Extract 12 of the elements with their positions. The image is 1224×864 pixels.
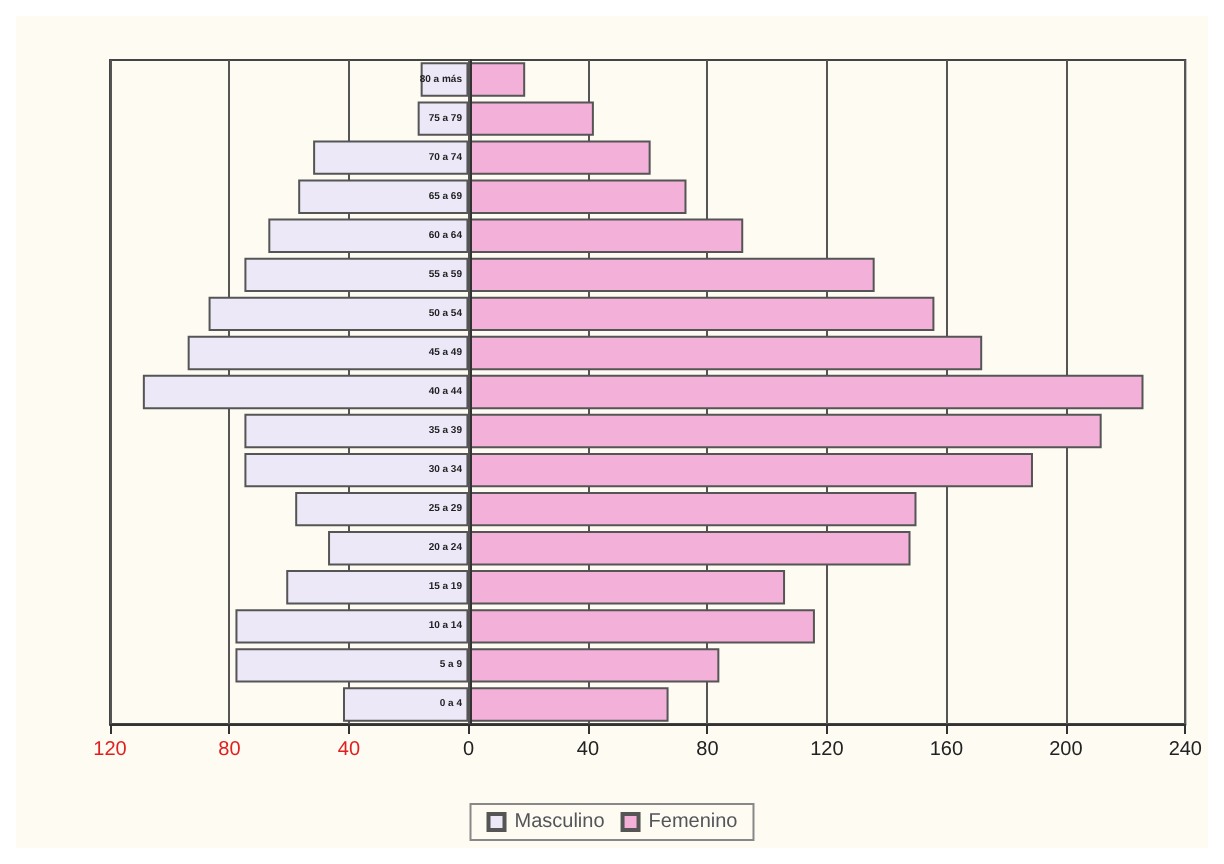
legend-label: Femenino	[648, 811, 739, 833]
x-tick-label: 240	[1168, 739, 1203, 761]
x-tick-label: 40	[337, 739, 361, 761]
x-tick-label: 120	[810, 739, 845, 761]
x-tick-label: 200	[1049, 739, 1084, 761]
x-tick-label: 80	[696, 739, 720, 761]
x-tick-label: 80	[218, 739, 242, 761]
x-tick-label: 0	[462, 739, 475, 761]
x-tick-label: 40	[576, 739, 600, 761]
legend-label: Masculino	[514, 811, 606, 833]
x-tick-label: 120	[93, 739, 128, 761]
x-tick-label: 160	[929, 739, 964, 761]
